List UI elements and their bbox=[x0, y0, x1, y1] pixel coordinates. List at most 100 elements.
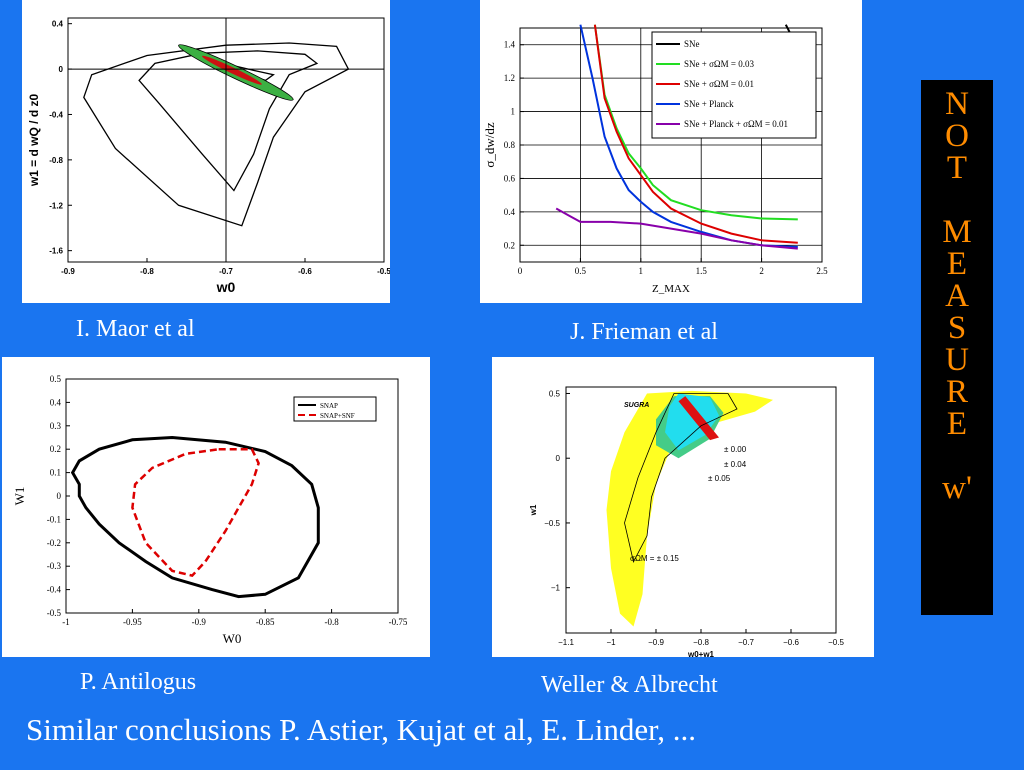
side-letter: U bbox=[945, 342, 969, 378]
annotation-label: ± 0.04 bbox=[724, 460, 747, 469]
caption-maor: I. Maor et al bbox=[76, 316, 195, 342]
x-tick-label: -1 bbox=[62, 617, 70, 627]
caption-weller: Weller & Albrecht bbox=[541, 672, 718, 698]
x-tick-label: −0.9 bbox=[648, 638, 664, 647]
y-tick-label: -0.3 bbox=[47, 561, 62, 571]
y-tick-label: 1.4 bbox=[504, 40, 516, 50]
y-tick-label: 0.2 bbox=[50, 444, 61, 454]
y-tick-label: 0 bbox=[57, 491, 62, 501]
legend-label: SNe + Planck bbox=[684, 99, 734, 109]
legend-label: SNAP+SNF bbox=[320, 412, 355, 420]
x-tick-label: 1.5 bbox=[696, 266, 708, 276]
side-letter: N bbox=[945, 86, 969, 122]
y-axis-label: σ_dw/dz bbox=[482, 122, 497, 168]
x-tick-label: -0.85 bbox=[256, 617, 275, 627]
y-axis-label: w1 bbox=[529, 504, 538, 516]
x-axis-label: w0 bbox=[216, 279, 236, 295]
x-tick-label: -0.5 bbox=[377, 267, 390, 276]
caption-antilogus: P. Antilogus bbox=[80, 669, 197, 695]
annotation-label: σΩM = ± 0.15 bbox=[630, 554, 679, 563]
weller-chart-svg: −1.1 −1 −0.9 −0.8 −0.7 −0.6 −0.5 0.5 0 −0.5 −1 SUGR… bbox=[529, 386, 844, 657]
y-tick-label: 0 bbox=[556, 454, 561, 463]
x-axis-label: w0+w1 bbox=[687, 650, 715, 657]
side-letter: E bbox=[946, 246, 968, 282]
y-tick-label: 0.8 bbox=[504, 140, 516, 150]
legend-label: SNAP bbox=[320, 402, 338, 410]
x-tick-label: −0.5 bbox=[828, 638, 844, 647]
x-axis-label: Z_MAX bbox=[652, 283, 690, 295]
y-tick-label: -1.2 bbox=[49, 201, 63, 210]
y-tick-label: −1 bbox=[551, 584, 561, 593]
legend-label: SNe bbox=[684, 39, 700, 49]
x-tick-label: -0.9 bbox=[61, 267, 75, 276]
series-line-2 bbox=[593, 24, 798, 244]
y-tick-label: 0.1 bbox=[50, 468, 61, 478]
legend-box bbox=[293, 396, 377, 422]
side-letter: R bbox=[945, 374, 968, 410]
contour-fill-2 bbox=[665, 393, 719, 451]
x-tick-label: -0.7 bbox=[219, 267, 233, 276]
y-tick-label: 0.3 bbox=[50, 421, 62, 431]
side-letter: M bbox=[942, 214, 972, 250]
y-tick-label: 0.4 bbox=[504, 207, 516, 217]
y-tick-label: -0.4 bbox=[49, 110, 63, 119]
y-tick-label: 0.2 bbox=[504, 240, 515, 250]
y-tick-label: -0.8 bbox=[49, 156, 63, 165]
antilogus-chart-svg: -1 -0.95 -0.9 -0.85 -0.8 -0.75 0.5 0.4 0.3 0.2 0.1… bbox=[12, 374, 408, 646]
x-tick-label: 0 bbox=[518, 266, 523, 276]
x-tick-label: −0.6 bbox=[783, 638, 799, 647]
y-axis-label: W1 bbox=[12, 487, 27, 506]
legend-label: SNe + σΩM = 0.01 bbox=[684, 79, 754, 89]
contour-0 bbox=[83, 42, 350, 227]
x-tick-label: −0.7 bbox=[738, 638, 754, 647]
not-measure-box: N O T M E A S U R E w' bbox=[921, 80, 993, 615]
annotation-label: ± 0.05 bbox=[708, 474, 731, 483]
contour-0 bbox=[70, 435, 320, 599]
maor-chart-svg: -0.9 -0.8 -0.7 -0.6 -0.5 0.4 0 -0.4 -0.8 -1.2 -1.6… bbox=[27, 17, 390, 295]
y-tick-label: 0.6 bbox=[504, 173, 516, 183]
x-tick-label: -0.8 bbox=[324, 617, 339, 627]
side-letter: S bbox=[947, 310, 967, 346]
side-letter: A bbox=[945, 278, 969, 314]
x-tick-label: -0.6 bbox=[298, 267, 312, 276]
x-tick-label: 2.5 bbox=[816, 266, 828, 276]
x-axis-label: W0 bbox=[223, 631, 242, 646]
x-tick-label: 2 bbox=[759, 266, 764, 276]
annotation-label: ± 0.00 bbox=[724, 445, 747, 454]
x-tick-label: -0.9 bbox=[192, 617, 207, 627]
y-tick-label: -0.5 bbox=[47, 608, 62, 618]
y-tick-label: 0.4 bbox=[50, 397, 62, 407]
maor-chart: -0.9 -0.8 -0.7 -0.6 -0.5 0.4 0 -0.4 -0.8 -1.2 -1.6… bbox=[22, 0, 390, 303]
y-tick-label: 0.4 bbox=[52, 20, 64, 29]
y-tick-label: -1.6 bbox=[49, 247, 63, 256]
legend-label: SNe + Planck + σΩM = 0.01 bbox=[684, 119, 788, 129]
x-tick-label: -0.8 bbox=[140, 267, 154, 276]
x-tick-label: −1.1 bbox=[558, 638, 574, 647]
y-tick-label: 1 bbox=[511, 107, 516, 117]
caption-frieman: J. Frieman et al bbox=[570, 319, 718, 345]
bottom-conclusion-text: Similar conclusions P. Astier, Kujat et … bbox=[26, 712, 696, 747]
x-tick-label: −0.8 bbox=[693, 638, 709, 647]
side-letter: E bbox=[946, 406, 968, 442]
side-letter: O bbox=[945, 118, 969, 154]
chart-title: SUGRA bbox=[624, 402, 649, 409]
x-tick-label: −1 bbox=[606, 638, 616, 647]
side-word-w-prime: w' bbox=[942, 470, 972, 506]
frieman-chart-svg: 0 0.5 1 1.5 2 2.5 0.2 0.4 0.6 0.8 1 1.2 1.4 SNe SNe + … bbox=[482, 24, 828, 295]
contour-fill-3 bbox=[678, 396, 719, 441]
red-ellipse bbox=[202, 55, 262, 85]
y-tick-label: 1.2 bbox=[504, 73, 515, 83]
side-letter: T bbox=[946, 150, 968, 186]
y-tick-label: -0.4 bbox=[47, 585, 62, 595]
series-line-4 bbox=[555, 207, 798, 250]
y-tick-label: −0.5 bbox=[544, 519, 560, 528]
antilogus-chart: -1 -0.95 -0.9 -0.85 -0.8 -0.75 0.5 0.4 0.3 0.2 0.1… bbox=[2, 357, 430, 657]
x-tick-label: -0.95 bbox=[123, 617, 142, 627]
contour-fill-0 bbox=[606, 390, 773, 627]
x-tick-label: -0.75 bbox=[389, 617, 408, 627]
y-axis-label: w1 = d wQ / d z0 bbox=[27, 93, 41, 187]
y-tick-label: -0.2 bbox=[47, 538, 61, 548]
series-line-1 bbox=[593, 24, 798, 221]
weller-chart: −1.1 −1 −0.9 −0.8 −0.7 −0.6 −0.5 0.5 0 −0.5 −1 SUGR… bbox=[492, 357, 874, 657]
y-tick-label: 0.5 bbox=[549, 389, 561, 398]
